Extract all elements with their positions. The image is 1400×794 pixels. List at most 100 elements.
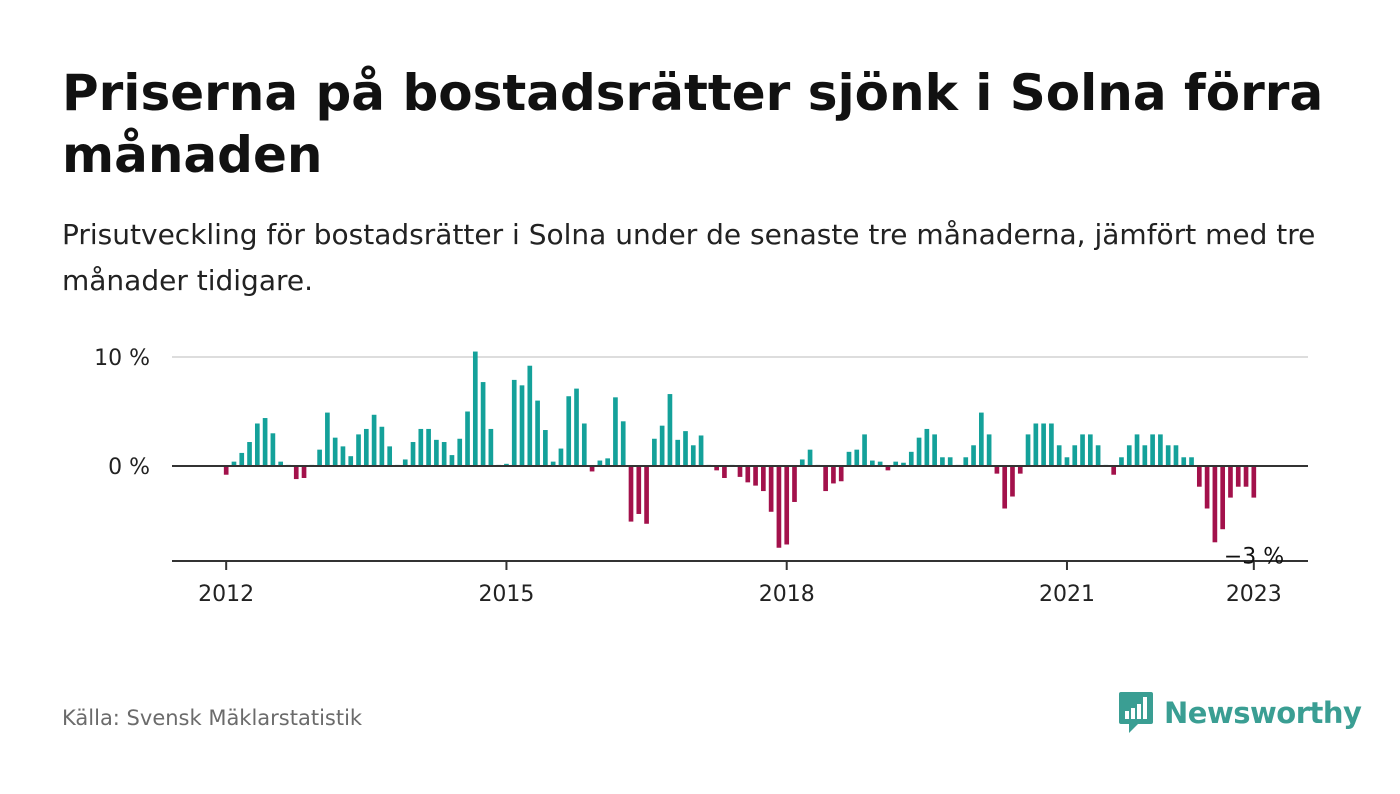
bar: [1017, 466, 1023, 474]
bar: [932, 434, 937, 466]
bar: [620, 421, 626, 466]
bar: [1049, 423, 1054, 466]
bar: [480, 382, 486, 466]
bar: [278, 461, 284, 466]
bar: [348, 456, 354, 466]
bar: [838, 466, 844, 482]
bar: [254, 423, 260, 466]
brand-name: Newsworthy: [1164, 696, 1362, 730]
bar: [543, 430, 548, 466]
bar: [223, 466, 229, 475]
bar: [753, 466, 758, 486]
y-tick-label: 10 %: [94, 346, 150, 371]
tick-labels: 0 % 10 % 2012 2015 2018 2021 2023 −3 %: [94, 346, 1284, 607]
bar: [1212, 466, 1218, 543]
bar: [644, 466, 649, 524]
bar: [1196, 466, 1202, 487]
bar: [1033, 423, 1039, 466]
bar: [659, 425, 665, 466]
source-note: Källa: Svensk Mäklarstatistik: [62, 706, 363, 730]
bar: [940, 457, 945, 466]
bar: [239, 452, 245, 466]
bar: [363, 428, 369, 466]
bar: [550, 461, 556, 466]
y-tick-label: 0 %: [108, 455, 150, 480]
bar: [1064, 457, 1070, 466]
bar: [1095, 445, 1101, 466]
bar: [908, 451, 914, 466]
bar: [1158, 434, 1163, 466]
newsworthy-logo-icon: [1119, 692, 1153, 733]
last-value-label: −3 %: [1224, 545, 1284, 570]
bar: [1134, 434, 1140, 466]
bar: [1165, 445, 1171, 466]
bar: [986, 434, 992, 466]
bar: [846, 451, 852, 466]
bar: [1220, 466, 1226, 530]
bar: [1002, 466, 1008, 509]
bar: [979, 412, 984, 466]
bar: [527, 365, 533, 466]
bar: [877, 461, 883, 466]
bar: [1173, 445, 1179, 466]
bar: [613, 397, 618, 466]
bar: [916, 437, 922, 466]
bar: [605, 458, 610, 466]
bar: [457, 438, 463, 466]
bar: [1072, 445, 1078, 466]
bar: [519, 385, 525, 466]
bar: [332, 437, 338, 466]
bar: [418, 428, 424, 466]
bar: [667, 394, 673, 466]
bar: [994, 466, 1000, 474]
bar: [441, 442, 447, 466]
bar: [1243, 466, 1249, 487]
chart-subtitle: Prisutveckling för bostadsrätter i Solna…: [62, 218, 1316, 297]
bar: [472, 351, 478, 466]
bar: [574, 388, 579, 466]
bar: [1228, 466, 1233, 498]
bar: [1189, 457, 1194, 466]
axes: [172, 465, 1308, 570]
bar: [1204, 466, 1210, 509]
bar: [1025, 434, 1031, 466]
bar: [745, 466, 751, 483]
bar: [1142, 445, 1148, 466]
bar: [683, 431, 688, 466]
brand-logo: Newsworthy: [1118, 690, 1362, 736]
bar: [1181, 457, 1187, 466]
bar: [402, 459, 408, 466]
bar: [589, 466, 595, 472]
bar: [434, 439, 439, 466]
bar: [761, 466, 766, 492]
chart-title: Priserna på bostadsrätter sjönk i Solna …: [62, 64, 1324, 184]
bar: [854, 449, 860, 466]
x-tick-label: 2018: [759, 582, 815, 607]
bar: [317, 449, 322, 466]
bar: [1080, 434, 1085, 466]
bars: [223, 351, 1257, 548]
bar: [1087, 434, 1093, 466]
bar: [356, 434, 361, 466]
bar: [737, 466, 743, 477]
bar: [325, 412, 330, 466]
bar: [714, 466, 719, 471]
x-tick-label: 2015: [478, 582, 534, 607]
bar: [885, 466, 891, 471]
bar: [379, 426, 385, 466]
bar: [566, 396, 572, 466]
bar: [776, 466, 782, 548]
bar: [1251, 466, 1257, 498]
bar: [488, 428, 494, 466]
bar: [1010, 466, 1015, 497]
x-tick-label: 2021: [1039, 582, 1095, 607]
bar: [426, 428, 431, 466]
bar: [628, 466, 634, 522]
bar: [301, 466, 307, 478]
bar: [558, 448, 564, 466]
bar: [901, 462, 906, 466]
bar: [371, 414, 377, 466]
x-tick-label: 2023: [1226, 582, 1282, 607]
bar: [581, 423, 587, 466]
bar: [698, 435, 704, 466]
